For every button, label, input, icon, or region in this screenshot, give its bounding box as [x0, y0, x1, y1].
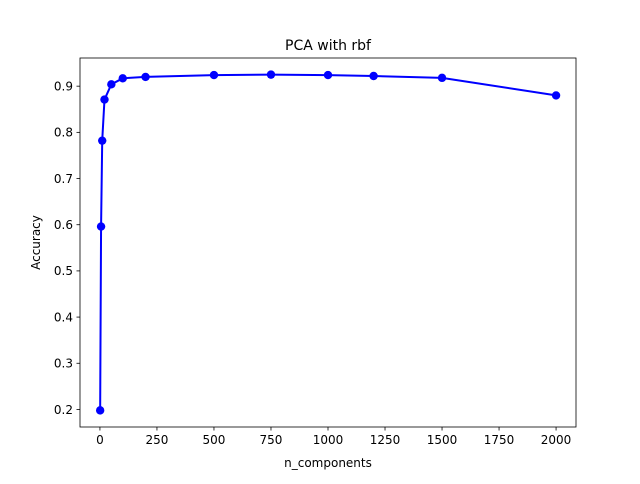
x-tick-label: 250 — [145, 433, 168, 447]
y-tick-label: 0.2 — [54, 403, 73, 417]
x-tick-label: 0 — [96, 433, 104, 447]
y-tick-label: 0.8 — [54, 126, 73, 140]
data-point — [369, 71, 378, 81]
data-point — [95, 406, 105, 415]
y-tick-label: 0.6 — [54, 218, 73, 232]
data-point — [100, 95, 109, 104]
y-tick-label: 0.3 — [54, 357, 73, 371]
y-tick-label: 0.9 — [54, 79, 73, 93]
data-point — [209, 70, 219, 80]
chart-title: PCA with rbf — [285, 38, 372, 54]
x-tick-label: 1000 — [313, 433, 344, 447]
series-layer — [95, 70, 561, 415]
data-point — [98, 136, 107, 145]
x-tick-label: 1250 — [370, 433, 401, 447]
tick-layer: 0 250 500 750 1000 1250 1500 1750 2000 0.2 0.3 0.4 0… — [54, 79, 571, 447]
data-point — [141, 72, 150, 82]
y-tick-label: 0.7 — [54, 172, 73, 186]
x-tick-label: 500 — [203, 433, 226, 447]
data-point — [107, 80, 116, 89]
y-axis-label: Accuracy — [29, 215, 43, 270]
data-point — [118, 74, 127, 83]
x-axis-label: n_components — [284, 456, 372, 470]
data-point — [437, 73, 447, 83]
data-point — [551, 91, 561, 100]
y-tick-label: 0.4 — [54, 310, 73, 324]
x-tick-label: 2000 — [541, 433, 572, 447]
y-tick-label: 0.5 — [54, 264, 73, 278]
x-tick-label: 750 — [260, 433, 283, 447]
data-point — [266, 70, 276, 79]
x-tick-label: 1750 — [484, 433, 515, 447]
x-tick-label: 1500 — [427, 433, 458, 447]
data-point — [96, 222, 106, 231]
data-point — [323, 70, 333, 80]
